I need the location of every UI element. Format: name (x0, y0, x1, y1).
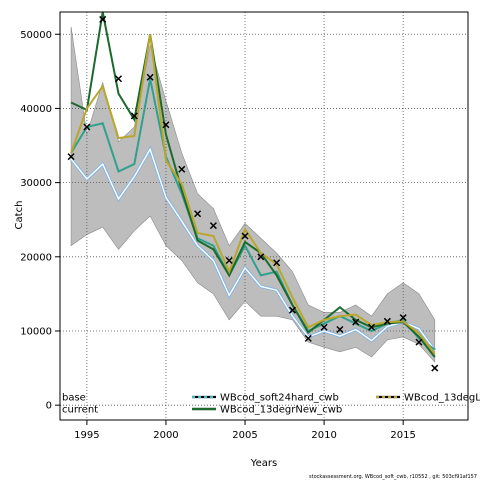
observed-point-2011 (336, 325, 344, 334)
observed-point-2004 (225, 256, 233, 265)
y-axis: 0 10000 20000 30000 40000 50000 (20, 30, 60, 412)
observed-point-1998 (130, 112, 138, 120)
x-axis-title: Years (250, 458, 277, 469)
x-tick-label-1995: 1995 (74, 430, 99, 441)
x-tick-label-2005: 2005 (232, 430, 257, 441)
observed-point-1995 (83, 123, 91, 131)
observed-point-1999 (146, 73, 154, 81)
observed-point-2000 (162, 121, 170, 129)
legend-left-label-1: current (62, 405, 98, 416)
legend-left-label-0: base (62, 393, 86, 404)
confidence-band (70, 26, 436, 363)
y-axis-title: Catch (14, 201, 25, 230)
observed-point-2015 (399, 314, 407, 322)
confidence-band-area (70, 26, 436, 363)
x-tick-label-2015: 2015 (390, 430, 415, 441)
observed-point-2005 (241, 232, 249, 240)
y-tick-label-50000: 50000 (20, 30, 52, 41)
observed-point-2007 (273, 259, 281, 267)
observed-point-2009 (304, 334, 312, 342)
series-line-2 (70, 11, 436, 358)
observed-point-1997 (114, 75, 123, 83)
observed-points (67, 15, 439, 372)
observed-point-2016 (415, 338, 423, 346)
observed-point-2001 (178, 165, 186, 173)
observed-point-2013 (368, 323, 376, 331)
plot-frame (59, 11, 469, 421)
observed-point-1996 (99, 15, 107, 23)
observed-point-2002 (194, 210, 202, 218)
y-tick-label-20000: 20000 (20, 252, 52, 263)
legend-label-0: WBcod_soft24hard_cwb (220, 393, 339, 404)
grid (60, 12, 468, 420)
y-tick-label-40000: 40000 (20, 104, 52, 115)
observed-point-2014 (383, 317, 391, 325)
observed-point-2010 (320, 323, 328, 331)
legend-label-1: WBcod_13degrNew_cwb (220, 405, 342, 416)
observed-point-2008 (288, 306, 296, 314)
footer-text: stockassessment.org, WBcod_soft_cwb, r10… (309, 474, 477, 480)
y-tick-label-0: 0 (46, 401, 52, 412)
series-line-0-inner (70, 147, 436, 351)
y-tick-label-10000: 10000 (20, 326, 52, 337)
observed-point-2017 (431, 364, 439, 372)
legend-label-2: WBcod_13degLGC (404, 393, 480, 404)
observed-point-2012 (352, 318, 360, 326)
x-tick-label-2000: 2000 (153, 430, 178, 441)
observed-point-2003 (209, 222, 217, 230)
y-tick-label-30000: 30000 (20, 178, 52, 189)
observed-point-2006 (257, 253, 265, 261)
x-tick-label-2010: 2010 (311, 430, 336, 441)
observed-point-1994 (67, 153, 75, 161)
legend: basecurrentWBcod_soft24hard_cwbWBcod_13d… (62, 393, 480, 416)
x-axis: 1995 2000 2005 2010 2015 (74, 420, 416, 441)
